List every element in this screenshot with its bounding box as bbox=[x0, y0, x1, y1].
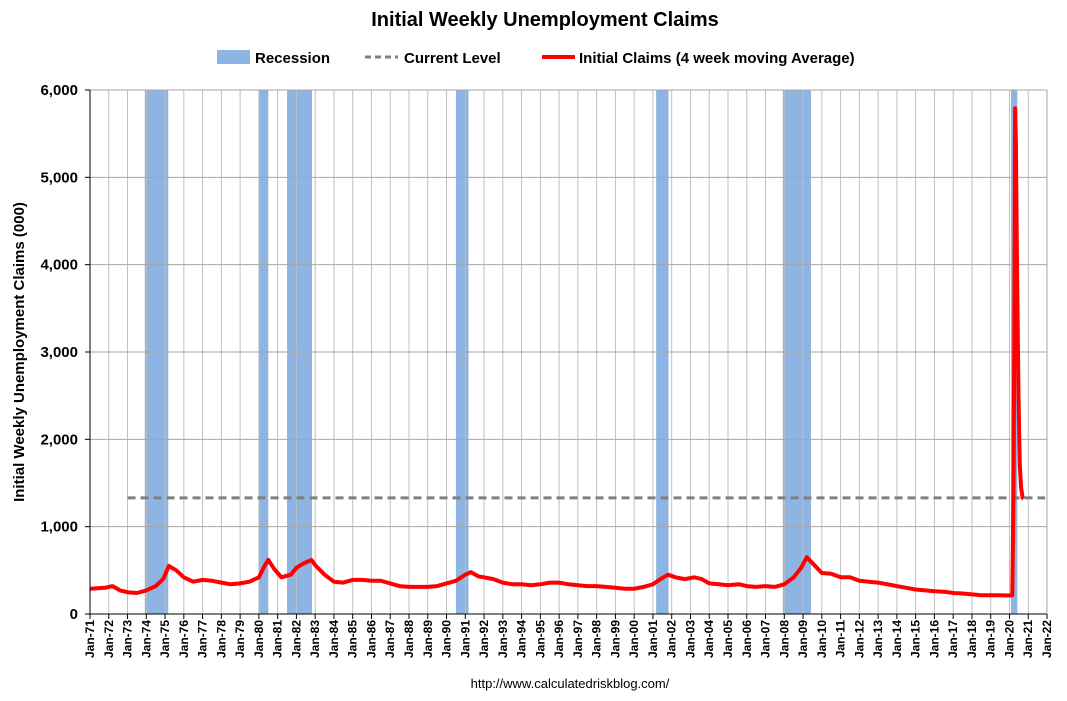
y-tick-label: 6,000 bbox=[40, 82, 78, 99]
x-tick-label: Jan-84 bbox=[327, 620, 341, 658]
x-tick-label: Jan-21 bbox=[1021, 620, 1035, 658]
x-tick-label: Jan-07 bbox=[759, 620, 773, 658]
legend-label-current-level: Current Level bbox=[404, 50, 501, 67]
x-tick-label: Jan-08 bbox=[777, 620, 791, 658]
x-tick-label: Jan-78 bbox=[214, 620, 228, 658]
x-tick-label: Jan-86 bbox=[364, 620, 378, 658]
x-tick-label: Jan-00 bbox=[627, 620, 641, 658]
y-tick-label: 2,000 bbox=[40, 431, 78, 448]
x-tick-label: Jan-91 bbox=[458, 620, 472, 658]
x-tick-label: Jan-76 bbox=[177, 620, 191, 658]
y-tick-label: 0 bbox=[70, 606, 78, 623]
x-tick-label: Jan-10 bbox=[815, 620, 829, 658]
footer-url: http://www.calculatedriskblog.com/ bbox=[471, 676, 670, 691]
axes bbox=[89, 90, 1048, 615]
x-tick-label: Jan-83 bbox=[308, 620, 322, 658]
legend-label-initial-claims: Initial Claims (4 week moving Average) bbox=[579, 50, 855, 67]
x-tick-label: Jan-82 bbox=[289, 620, 303, 658]
x-tick-label: Jan-89 bbox=[421, 620, 435, 658]
x-tick-label: Jan-80 bbox=[252, 620, 266, 658]
x-tick-label: Jan-17 bbox=[946, 620, 960, 658]
x-tick-label: Jan-90 bbox=[440, 620, 454, 658]
x-tick-label: Jan-18 bbox=[965, 620, 979, 658]
x-tick-label: Jan-94 bbox=[515, 620, 529, 658]
x-tick-label: Jan-93 bbox=[496, 620, 510, 658]
x-tick-label: Jan-22 bbox=[1040, 620, 1054, 658]
x-tick-label: Jan-98 bbox=[590, 620, 604, 658]
x-tick-label: Jan-73 bbox=[121, 620, 135, 658]
x-axis-ticks: Jan-71 Jan-72 Jan-73 Jan-74 Jan-75 Jan-76 Jan-… bbox=[83, 614, 1054, 658]
x-tick-label: Jan-04 bbox=[702, 620, 716, 658]
x-tick-label: Jan-02 bbox=[665, 620, 679, 658]
x-tick-label: Jan-92 bbox=[477, 620, 491, 658]
x-tick-label: Jan-06 bbox=[740, 620, 754, 658]
x-tick-label: Jan-87 bbox=[383, 620, 397, 658]
x-tick-label: Jan-79 bbox=[233, 620, 247, 658]
y-axis-ticks: 0 1,000 2,000 3,000 4,000 5,000 6,000 bbox=[40, 82, 90, 623]
x-tick-label: Jan-75 bbox=[158, 620, 172, 658]
x-tick-label: Jan-97 bbox=[571, 620, 585, 658]
x-tick-label: Jan-81 bbox=[271, 620, 285, 658]
y-tick-label: 4,000 bbox=[40, 257, 78, 274]
x-tick-label: Jan-88 bbox=[402, 620, 416, 658]
grid bbox=[89, 89, 1048, 615]
x-tick-label: Jan-20 bbox=[1002, 620, 1016, 658]
x-tick-label: Jan-09 bbox=[796, 620, 810, 658]
x-tick-label: Jan-03 bbox=[683, 620, 697, 658]
x-tick-label: Jan-77 bbox=[196, 620, 210, 658]
y-tick-label: 5,000 bbox=[40, 169, 78, 186]
x-tick-label: Jan-12 bbox=[852, 620, 866, 658]
legend: Recession Current Level Initial Claims (… bbox=[217, 50, 855, 67]
x-tick-label: Jan-85 bbox=[346, 620, 360, 658]
x-tick-label: Jan-71 bbox=[83, 620, 97, 658]
legend-label-recession: Recession bbox=[255, 50, 330, 67]
x-tick-label: Jan-72 bbox=[102, 620, 116, 658]
x-tick-label: Jan-05 bbox=[721, 620, 735, 658]
x-tick-label: Jan-11 bbox=[834, 620, 848, 658]
x-tick-label: Jan-19 bbox=[984, 620, 998, 658]
legend-swatch-recession bbox=[217, 50, 250, 64]
x-tick-label: Jan-96 bbox=[552, 620, 566, 658]
x-tick-label: Jan-15 bbox=[909, 620, 923, 658]
x-tick-label: Jan-16 bbox=[927, 620, 941, 658]
initial-claims-line bbox=[89, 106, 1025, 598]
x-tick-label: Jan-13 bbox=[871, 620, 885, 658]
x-tick-label: Jan-01 bbox=[646, 620, 660, 658]
y-tick-label: 1,000 bbox=[40, 519, 78, 536]
x-tick-label: Jan-74 bbox=[139, 620, 153, 658]
y-axis-label: Initial Weekly Unemployment Claims (000) bbox=[11, 202, 28, 502]
x-tick-label: Jan-14 bbox=[890, 620, 904, 658]
y-tick-label: 3,000 bbox=[40, 344, 78, 361]
chart-title: Initial Weekly Unemployment Claims bbox=[371, 9, 719, 31]
x-tick-label: Jan-99 bbox=[608, 620, 622, 658]
x-tick-label: Jan-95 bbox=[533, 620, 547, 658]
